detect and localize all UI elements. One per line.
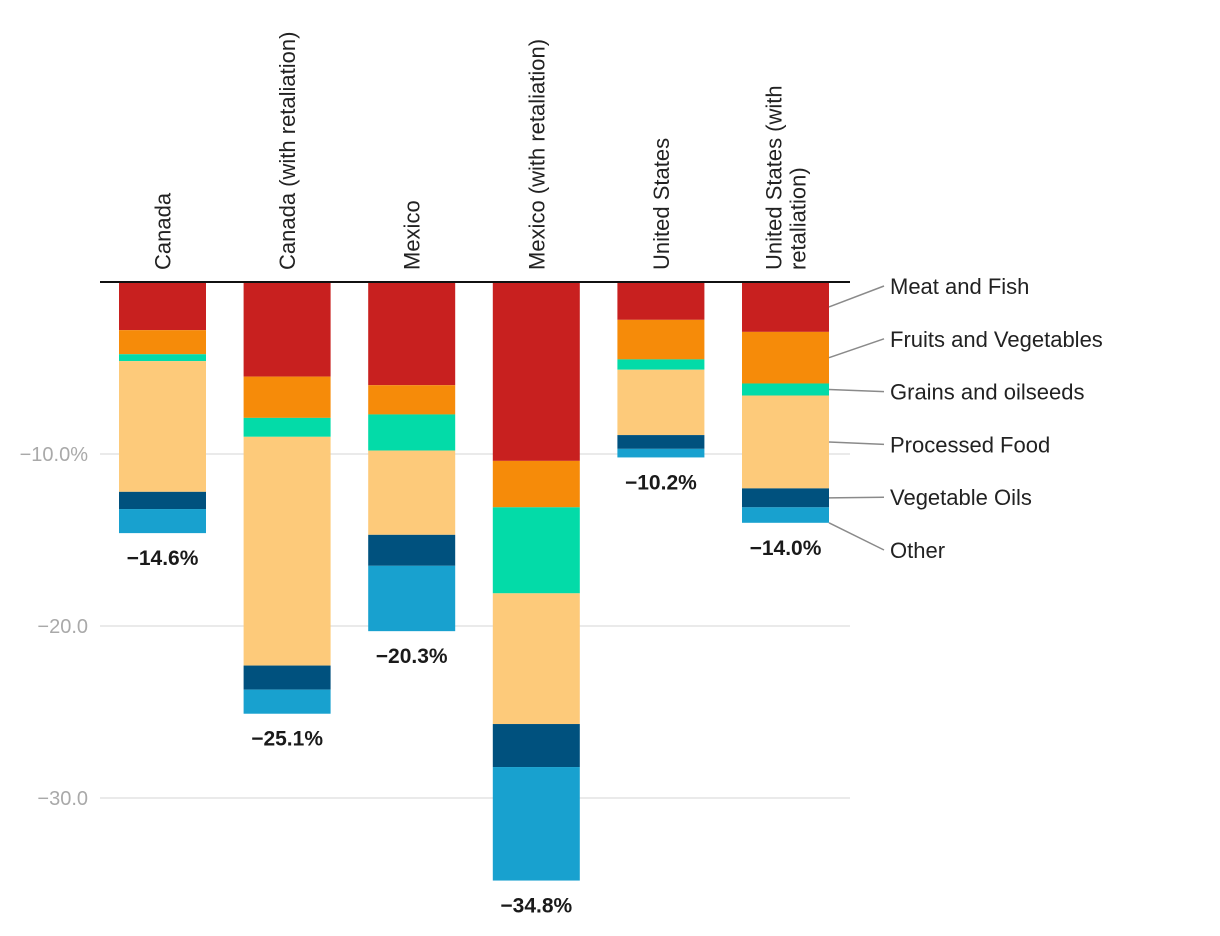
bar-segment [243,282,331,377]
bar-segment [492,460,580,508]
category-label: United States (with [762,85,787,270]
bar-segment [742,383,829,396]
bar-segment [617,319,705,360]
bar-segment [119,330,206,355]
category-label: Mexico [400,200,425,270]
bar-segment [243,376,331,418]
bar-stack [617,282,705,458]
bar-segment [492,507,580,594]
y-tick-label: −30.0 [37,788,88,810]
bar-segment [119,509,206,534]
bar-segment [617,435,705,449]
bar-segment [617,359,705,370]
legend-leader-line [828,522,885,551]
bar-stack [492,282,580,881]
bar-segment [617,448,705,458]
category-label: United States [649,138,674,270]
bar-segment [368,414,456,451]
bar-segment [368,534,456,566]
bar-segment [742,282,829,332]
legend-label: Grains and oilseeds [890,380,1084,405]
category-labels: Canada Canada (with retaliation) Mexico Mex… [151,32,811,270]
total-value-label: −25.1% [251,728,323,751]
category-label: Mexico (with retaliation) [524,39,549,270]
bar-stack [119,282,206,534]
total-value-label: −14.6% [127,547,199,570]
bar-segment [368,565,456,632]
total-value-label: −20.3% [376,645,448,668]
legend-leader-line [828,441,885,446]
bar-segment [492,282,580,461]
bar-segment [119,282,206,331]
legend-leader-line [828,285,885,308]
gridlines [100,453,850,799]
legend-leader-line [828,388,885,393]
bar-segment [617,282,705,320]
legend-leader-line [828,338,885,359]
bar-segment [492,593,580,725]
bar-segment [243,689,331,714]
bar-segment [119,361,206,492]
category-label: Canada (with retaliation) [275,32,300,270]
category-label: Canada [151,192,176,270]
bar-segment [617,369,705,436]
legend-leader-line [828,496,885,499]
total-labels: −14.6% −25.1% −20.3% −34.8% −10.2% −14.0% [127,471,822,917]
bar-segment [368,385,456,415]
legend-label: Vegetable Oils [890,485,1032,510]
bar-stack [368,282,456,632]
bar-stack [742,282,829,523]
y-axis-ticks: −10.0% −20.0 −30.0 [20,444,89,810]
bar-stack [243,282,331,714]
bar-segment [368,282,456,386]
total-value-label: −34.8% [500,895,572,918]
legend-label: Fruits and Vegetables [890,327,1103,352]
bar-segment [742,488,829,508]
bar-segment [243,665,331,690]
bars [119,282,829,881]
total-value-label: −14.0% [750,537,822,560]
legend-label: Processed Food [890,432,1050,457]
legend-label: Other [890,538,945,563]
y-tick-label: −20.0 [37,616,88,638]
category-label: retaliation) [786,167,811,270]
bar-segment [742,395,829,489]
bar-segment [119,491,206,510]
bar-segment [243,436,331,666]
bar-segment [368,450,456,535]
bar-segment [119,354,206,362]
bar-segment [742,331,829,384]
bar-segment [492,724,580,768]
y-tick-label: −10.0% [20,444,89,466]
legend: Meat and Fish Fruits and Vegetables Grains… [828,274,1103,563]
bar-segment [492,767,580,881]
bar-segment [742,507,829,523]
bar-segment [243,417,331,437]
total-value-label: −10.2% [625,471,697,494]
legend-label: Meat and Fish [890,274,1029,299]
